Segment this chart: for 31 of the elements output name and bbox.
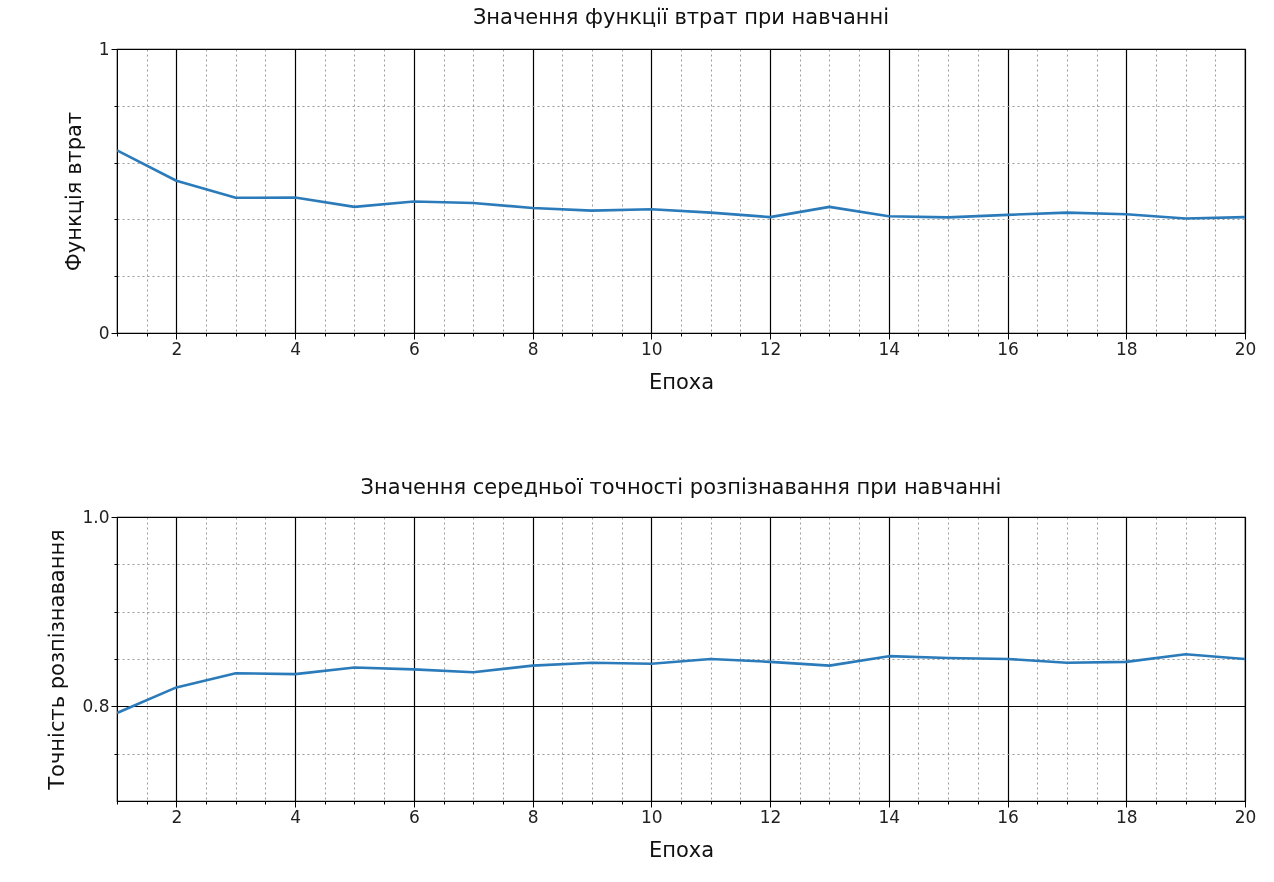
- x-tick-label: 14: [878, 338, 901, 359]
- y-axis-title: Функція втрат: [61, 111, 86, 272]
- x-tick-label: 8: [527, 806, 539, 827]
- y-axis-title: Точність розпізнавання: [45, 529, 70, 791]
- x-tick-label: 12: [759, 338, 782, 359]
- chart-title: Значення середньої точності розпізнавання при навчанні: [360, 475, 1002, 499]
- x-tick-label: 16: [997, 338, 1019, 359]
- x-tick-label: 2: [171, 806, 183, 827]
- x-tick-label: 14: [878, 806, 901, 827]
- x-tick-label: 4: [290, 338, 302, 359]
- x-tick-label: 18: [1115, 806, 1138, 827]
- chart-title: Значення функції втрат при навчанні: [472, 5, 890, 29]
- x-tick-label: 6: [408, 806, 420, 827]
- y-tick-label: 1: [98, 38, 110, 59]
- x-tick-label: 20: [1234, 806, 1257, 827]
- x-tick-label: 6: [408, 338, 420, 359]
- x-tick-label: 20: [1234, 338, 1257, 359]
- x-tick-label: 10: [641, 806, 663, 827]
- y-tick-label: 0.8: [82, 695, 110, 716]
- x-tick-label: 2: [171, 338, 183, 359]
- y-tick-label: 0: [98, 322, 110, 343]
- y-tick-label: 1.0: [82, 506, 110, 527]
- line-series: [117, 149, 1245, 220]
- x-tick-label: 16: [997, 806, 1019, 827]
- x-tick-label: 8: [527, 338, 539, 359]
- x-tick-label: 18: [1115, 338, 1138, 359]
- x-tick-label: 4: [290, 806, 302, 827]
- x-axis-title: Епоха: [648, 837, 715, 862]
- x-tick-label: 12: [759, 806, 782, 827]
- x-axis-title: Епоха: [648, 369, 715, 394]
- x-tick-label: 10: [641, 338, 663, 359]
